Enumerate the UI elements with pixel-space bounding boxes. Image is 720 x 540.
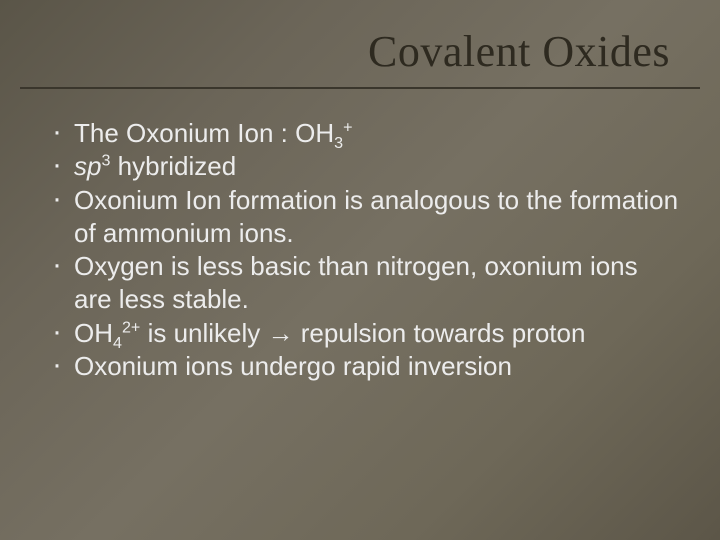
superscript: + <box>343 118 352 136</box>
bullet-item: sp3 hybridized <box>48 150 680 183</box>
bullet-item: The Oxonium Ion : OH3+ <box>48 117 680 150</box>
bullet-text: hybridized <box>110 151 236 181</box>
bullet-item: OH42+ is unlikely → repulsion towards pr… <box>48 317 680 350</box>
bullet-text: The Oxonium Ion : OH <box>74 118 334 148</box>
bullet-list: The Oxonium Ion : OH3+ sp3 hybridized Ox… <box>48 117 680 383</box>
title-area: Covalent Oxides <box>0 0 720 77</box>
bullet-text: repulsion towards proton <box>294 318 586 348</box>
bullet-item: Oxygen is less basic than nitrogen, oxon… <box>48 250 680 317</box>
bullet-text: is unlikely <box>140 318 267 348</box>
bullet-text: OH <box>74 318 113 348</box>
bullet-text: Oxygen is less basic than nitrogen, oxon… <box>74 251 638 314</box>
bullet-text: Oxonium ions undergo rapid inversion <box>74 351 512 381</box>
slide-title: Covalent Oxides <box>0 26 670 77</box>
bullet-text-italic: sp <box>74 151 101 181</box>
bullet-text: Oxonium Ion formation is analogous to th… <box>74 185 678 248</box>
arrow-icon: → <box>268 318 294 348</box>
content-area: The Oxonium Ion : OH3+ sp3 hybridized Ox… <box>0 89 720 383</box>
slide: { "slide": { "background_gradient": ["#5… <box>0 0 720 540</box>
superscript: 2+ <box>122 318 140 336</box>
bullet-item: Oxonium ions undergo rapid inversion <box>48 350 680 383</box>
bullet-item: Oxonium Ion formation is analogous to th… <box>48 184 680 251</box>
